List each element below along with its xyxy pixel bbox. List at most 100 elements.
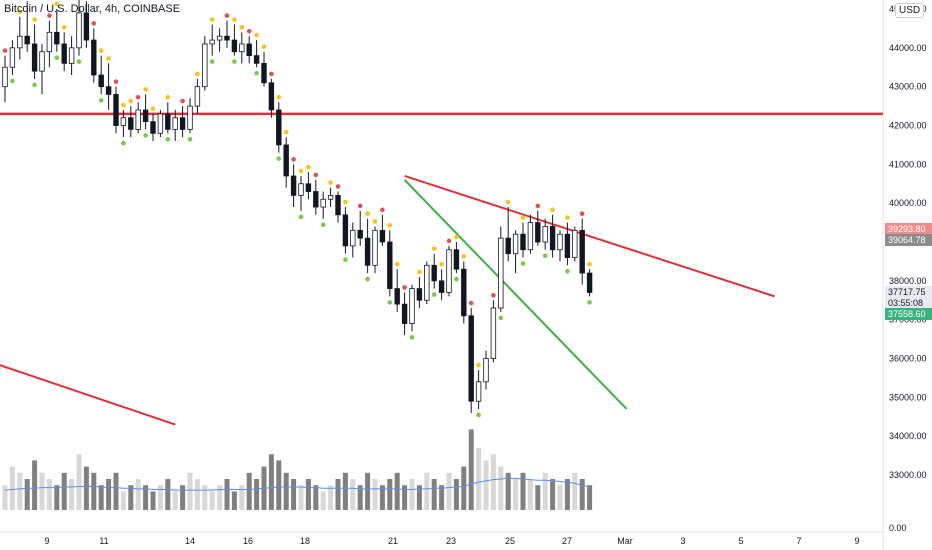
volume-bar [416,485,422,510]
red-trendline[interactable] [404,175,775,298]
time-tick-label: 23 [446,536,456,546]
volume-bar [283,472,289,510]
signal-dot [387,223,393,228]
time-axis[interactable]: 9 11 14 16 18 21 23 25 27 Mar 3 5 7 9 [44,536,859,546]
candle-body [187,105,193,130]
volume-bar [9,466,15,510]
time-tick-label: 7 [796,536,801,546]
volume-bar [335,479,341,510]
signal-dot [121,140,126,146]
signal-dot [461,254,467,259]
candle-body [46,31,53,53]
candle-body [91,39,97,76]
candle-body [401,303,408,324]
candle-body [527,222,534,251]
candle-body [564,233,571,258]
volume-bar [535,485,541,510]
candle-body [586,272,593,293]
candle-body [24,35,30,45]
volume-bar [291,479,297,510]
candle-body [438,280,445,293]
volume-bar [24,479,30,510]
volume-bar [276,460,282,510]
price-tick-label: 40000.00 [889,198,927,208]
volume-bar [69,479,75,510]
candle-body [224,35,230,41]
candle-body [239,43,245,53]
candle-body [172,117,178,130]
candle-body [157,113,164,134]
red-trendline[interactable] [0,347,176,426]
candle-body [446,249,452,293]
candle-body [179,117,186,130]
candle-body [31,43,38,72]
candle-body [120,117,127,126]
volume-zero-label: 0.00 [889,523,907,533]
signal-dot [446,238,452,244]
signal-dot [232,17,237,22]
price-tick-label: 41000.00 [889,159,927,169]
signal-dot [542,253,548,259]
volume-bar [453,479,459,510]
volume-bar [224,479,230,510]
currency-selector[interactable]: USD [895,3,925,18]
signal-dot [187,136,193,142]
candle-body [113,94,119,126]
volume-bar [542,472,548,510]
candle-body [579,229,585,274]
signal-dot [402,285,407,290]
signal-dot [491,292,496,298]
volume-bar [387,479,393,510]
volume-bar [61,472,67,510]
volume-bar [320,491,326,510]
candle-body [520,233,526,251]
time-tick-label: 14 [185,536,195,546]
signal-dot [246,28,252,34]
candle-body [572,229,578,258]
candle-body [128,117,134,130]
candle-body [61,43,67,64]
signal-dot [298,214,304,220]
signal-dot [276,94,282,100]
volume-bar [379,485,385,510]
volume-bar [150,491,156,510]
candle-body [416,288,423,301]
candle-body [209,39,215,45]
candle-body [276,109,282,146]
volume-bar [239,485,245,510]
volume-bar [402,485,408,510]
volume-bar [372,479,378,510]
candle-body [350,229,356,247]
volume-bar [83,466,89,510]
candle-body [387,241,393,289]
signal-dot [409,335,415,340]
volume-ma-layer [4,477,590,491]
volume-bar [313,485,319,510]
signal-dot [520,261,526,266]
price-tick-label: 35000.00 [889,392,927,402]
volume-bar [357,485,363,510]
volume-bar [579,479,585,510]
signal-dot [76,59,82,64]
signal-dot [239,25,245,30]
volume-bar [572,472,578,510]
signal-dot [17,9,23,15]
signal-dot [587,300,592,305]
volume-bar [431,479,437,510]
signal-dot [417,269,422,275]
signal-dot [313,172,319,178]
signal-dot [254,70,259,76]
signal-dot [587,261,592,267]
price-tick-label: 43000.00 [889,82,927,92]
candle-body [498,237,504,309]
candle-body [246,43,252,57]
volume-bar [165,479,171,510]
signal-dot [232,59,237,64]
candle-body [283,144,289,177]
volume-bar [424,472,430,510]
candle-body [557,233,563,251]
volume-bar [527,479,533,510]
green-trendline[interactable] [403,179,628,410]
candle-body [453,249,460,270]
